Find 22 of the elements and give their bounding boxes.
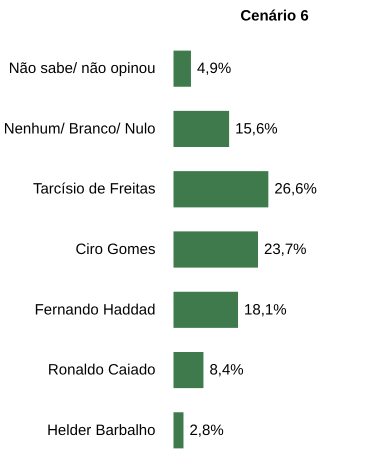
y-tick-label: Ronaldo Caiado <box>48 362 156 379</box>
bar <box>174 292 238 328</box>
y-tick-label: Fernando Haddad <box>34 301 156 318</box>
data-label: 23,7% <box>264 241 307 258</box>
data-label: 18,1% <box>244 301 287 318</box>
bar <box>174 50 191 87</box>
bar <box>174 352 204 388</box>
bar <box>174 412 184 448</box>
data-label: 15,6% <box>235 120 278 138</box>
bar <box>174 110 230 148</box>
y-tick-label: Nenhum/ Branco/ Nulo <box>4 120 156 138</box>
data-label: 26,6% <box>274 180 317 198</box>
chart-title: Cenário 6 <box>240 8 309 24</box>
y-tick-label: Não sabe/ não opinou <box>8 60 156 78</box>
y-tick-label: Ciro Gomes <box>75 241 156 258</box>
bar <box>174 231 258 268</box>
bar <box>174 171 268 208</box>
y-tick-label: Tarcísio de Freitas <box>32 180 156 198</box>
data-label: 2,8% <box>189 422 224 439</box>
y-tick-label: Helder Barbalho <box>47 422 156 439</box>
data-label: 8,4% <box>209 362 244 379</box>
data-label: 4,9% <box>196 60 232 78</box>
